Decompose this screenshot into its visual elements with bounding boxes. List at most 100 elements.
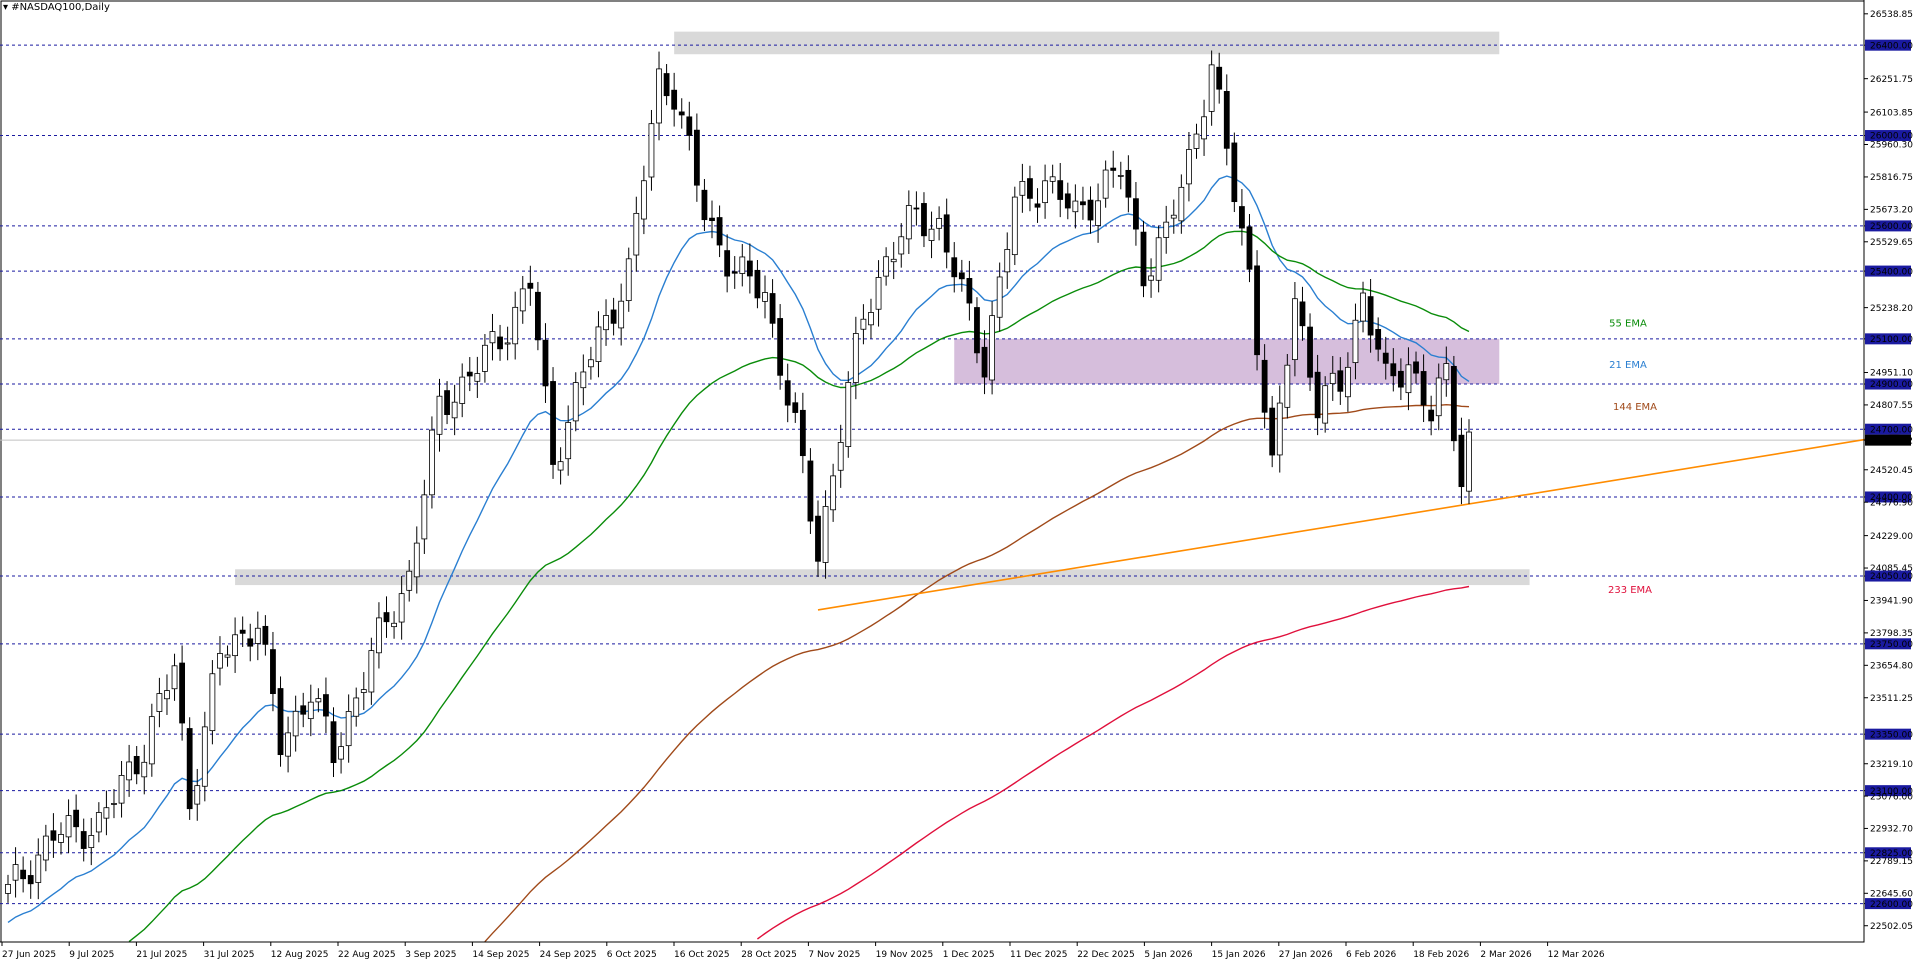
candle bbox=[845, 371, 852, 458]
candle-body bbox=[656, 68, 662, 124]
candle-body bbox=[383, 612, 390, 623]
candle-body bbox=[943, 214, 950, 253]
y-tick-label: 26103.85 bbox=[1870, 108, 1913, 118]
candle-body bbox=[148, 716, 155, 765]
candle-body bbox=[1148, 275, 1154, 281]
candle-body bbox=[186, 728, 193, 810]
candle bbox=[186, 717, 193, 820]
candle-body bbox=[1163, 221, 1170, 238]
candle bbox=[421, 479, 428, 554]
price-level-badge bbox=[1865, 785, 1911, 797]
candle-body bbox=[807, 460, 814, 522]
candle bbox=[1117, 161, 1124, 190]
price-level-badge bbox=[1865, 847, 1911, 859]
candle bbox=[111, 789, 117, 819]
y-tick-label: 22789.15 bbox=[1870, 857, 1913, 867]
candle-body bbox=[474, 373, 481, 382]
candle bbox=[444, 381, 450, 425]
candle-body bbox=[777, 318, 784, 376]
price-level-badge bbox=[1865, 423, 1911, 435]
candle bbox=[1155, 225, 1162, 293]
candle-body bbox=[1155, 237, 1162, 281]
candle bbox=[671, 72, 678, 127]
candle-body bbox=[625, 258, 632, 302]
candle-body bbox=[209, 673, 216, 732]
candle-body bbox=[376, 617, 382, 654]
candle bbox=[103, 790, 110, 836]
candle-body bbox=[1284, 364, 1291, 408]
candle bbox=[466, 357, 473, 392]
candle-body bbox=[974, 307, 980, 354]
y-tick-label: 24400.00 bbox=[1870, 493, 1913, 503]
candle bbox=[724, 234, 731, 293]
candle bbox=[1375, 317, 1382, 362]
candle-body bbox=[1390, 363, 1397, 377]
candle bbox=[633, 196, 640, 272]
candle bbox=[1193, 123, 1200, 159]
candle bbox=[542, 323, 549, 403]
ema-line-233 bbox=[756, 585, 1470, 940]
candle-body bbox=[731, 271, 738, 274]
candle bbox=[625, 247, 632, 312]
candle bbox=[1186, 131, 1192, 202]
candle-body bbox=[527, 282, 534, 289]
candle bbox=[1420, 354, 1427, 423]
candle-body bbox=[921, 203, 927, 237]
candle bbox=[232, 617, 239, 673]
candle bbox=[656, 51, 662, 141]
candle bbox=[209, 660, 216, 745]
candle bbox=[353, 687, 360, 727]
candle bbox=[1360, 281, 1366, 333]
candle bbox=[1163, 205, 1170, 254]
y-tick-label: 25960.30 bbox=[1870, 141, 1913, 151]
candle bbox=[512, 291, 519, 360]
candle-body bbox=[663, 73, 670, 97]
candle-body bbox=[709, 217, 715, 221]
candle-body bbox=[989, 315, 995, 381]
candle-body bbox=[398, 593, 405, 623]
price-level-badge bbox=[1865, 434, 1911, 446]
candle bbox=[860, 304, 867, 345]
candle bbox=[777, 304, 784, 390]
candle bbox=[1223, 74, 1230, 166]
candle bbox=[905, 190, 912, 254]
candle bbox=[1170, 199, 1177, 234]
candle bbox=[1148, 258, 1154, 298]
candle bbox=[27, 860, 34, 899]
candle bbox=[610, 297, 617, 336]
candle-body bbox=[580, 371, 587, 389]
candle-body bbox=[307, 701, 314, 720]
x-tick-label: 1 Dec 2025 bbox=[943, 950, 995, 960]
candle-body bbox=[27, 875, 34, 885]
candle bbox=[1246, 213, 1253, 283]
candle bbox=[557, 447, 564, 485]
candle bbox=[285, 716, 291, 773]
candle-body bbox=[1352, 319, 1359, 364]
candle-body bbox=[201, 726, 208, 787]
candle-body bbox=[1435, 377, 1442, 417]
candle bbox=[1034, 188, 1041, 223]
candle-body bbox=[5, 883, 11, 894]
candle bbox=[12, 847, 19, 898]
candle-body bbox=[65, 815, 72, 838]
candle bbox=[171, 653, 178, 701]
candle bbox=[807, 448, 814, 534]
candle bbox=[1201, 99, 1207, 156]
candle bbox=[201, 711, 208, 802]
price-level-badge bbox=[1865, 378, 1911, 390]
candle-body bbox=[913, 207, 920, 210]
candle-body bbox=[845, 382, 852, 447]
x-tick-label: 3 Sep 2025 bbox=[405, 950, 456, 960]
candle bbox=[429, 416, 435, 509]
candle bbox=[345, 694, 352, 763]
candle-body bbox=[1034, 203, 1041, 208]
candle bbox=[413, 526, 420, 594]
candle-body bbox=[928, 228, 935, 241]
candle bbox=[527, 265, 534, 306]
candle bbox=[1095, 183, 1101, 243]
candle bbox=[292, 695, 299, 752]
candle-body bbox=[95, 812, 102, 833]
x-tick-label: 12 Mar 2026 bbox=[1548, 950, 1605, 960]
candle bbox=[270, 631, 276, 712]
